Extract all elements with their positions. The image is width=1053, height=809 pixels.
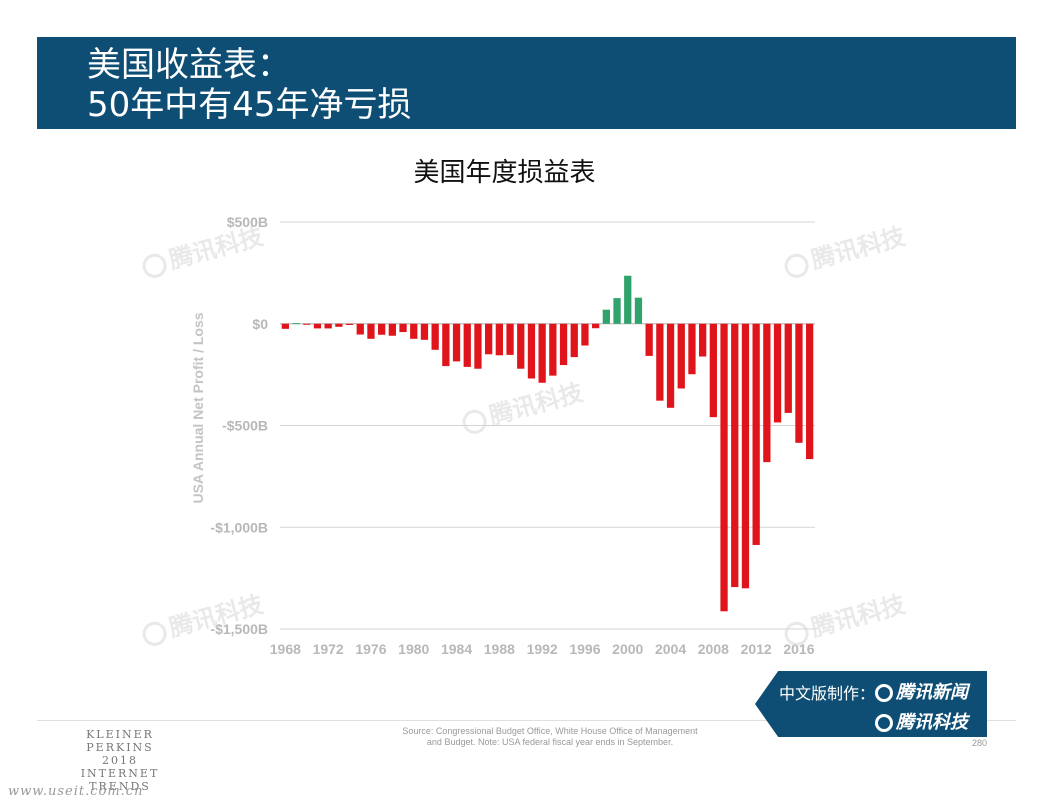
bar <box>538 323 546 383</box>
bar <box>656 323 664 401</box>
bar <box>292 323 300 325</box>
x-tick-label: 2012 <box>741 641 772 657</box>
watermark-logo-icon <box>781 619 812 649</box>
bar <box>356 323 364 335</box>
header-title-line2: 50年中有45年净亏损 <box>87 85 412 125</box>
bar <box>795 323 803 443</box>
bar <box>474 323 482 369</box>
bar <box>527 323 536 379</box>
watermark-logo-icon <box>139 251 170 281</box>
bar <box>410 323 418 339</box>
bar <box>763 323 771 463</box>
bar <box>720 323 728 612</box>
header-bar: 美国收益表： 50年中有45年净亏损 <box>37 37 1016 129</box>
bar <box>281 323 289 329</box>
bar <box>570 323 578 358</box>
source-line-2: and Budget. Note: USA federal fiscal yea… <box>426 737 674 747</box>
bar <box>709 323 717 418</box>
bar <box>452 323 461 362</box>
bar <box>592 323 600 329</box>
bar <box>345 323 354 325</box>
tencent-tech-icon <box>875 714 893 732</box>
bar <box>431 323 439 350</box>
credit-box: 中文版制作： 腾讯新闻 腾讯科技 <box>755 671 987 737</box>
bar <box>303 323 311 325</box>
y-tick-label: -$500B <box>222 418 268 434</box>
x-tick-label: 1976 <box>355 641 386 657</box>
watermark-logo-icon <box>459 407 490 437</box>
y-tick-label: $500B <box>227 214 268 230</box>
bar <box>688 323 696 375</box>
bar <box>463 323 471 367</box>
site-url: www.useit.com.cn <box>8 784 144 799</box>
x-tick-label: 2004 <box>655 641 686 657</box>
bar <box>677 323 685 389</box>
bar <box>741 323 750 589</box>
x-tick-label: 1992 <box>527 641 558 657</box>
source-note: Source: Congressional Budget Office, Whi… <box>380 726 720 748</box>
x-tick-label: 1980 <box>398 641 429 657</box>
bar <box>806 323 814 460</box>
bar <box>506 323 514 355</box>
x-tick-label: 1984 <box>441 641 472 657</box>
y-tick-label: -$1,500B <box>210 621 268 637</box>
y-tick-label: $0 <box>252 316 268 332</box>
x-tick-label: 1968 <box>270 641 301 657</box>
bar <box>624 275 632 324</box>
bar <box>784 323 792 413</box>
logo-line-1: KLEINER PERKINS <box>86 728 154 754</box>
bar <box>388 323 396 336</box>
header-title-line1: 美国收益表： <box>87 45 291 85</box>
chart-title: 美国年度损益表 <box>413 158 596 188</box>
credit-news: 腾讯新闻 <box>875 678 968 704</box>
logo-line-2: 2018 <box>102 754 138 767</box>
credit-label: 中文版制作： <box>779 684 876 703</box>
x-tick-label: 1972 <box>313 641 344 657</box>
footer-divider <box>37 720 1016 721</box>
bar <box>313 323 322 329</box>
bar <box>442 323 450 367</box>
x-tick-label: 2008 <box>698 641 729 657</box>
bars <box>281 275 814 612</box>
bar <box>602 309 610 324</box>
bar <box>420 323 429 340</box>
x-tick-label: 2016 <box>783 641 814 657</box>
y-tick-label: -$1,000B <box>210 519 268 535</box>
bar <box>549 323 557 376</box>
bar <box>699 323 707 357</box>
x-tick-label: 2000 <box>612 641 643 657</box>
bar <box>666 323 675 408</box>
bar <box>731 323 739 588</box>
bar <box>324 323 332 329</box>
credit-tech: 腾讯科技 <box>875 708 968 734</box>
bar <box>645 323 653 356</box>
kleiner-perkins-logo: KLEINER PERKINS 2018 INTERNET TRENDS <box>50 728 190 793</box>
x-tick-label: 1996 <box>569 641 600 657</box>
bar <box>634 297 643 324</box>
watermark-logo-icon <box>139 619 170 649</box>
tencent-news-icon <box>875 684 893 702</box>
y-axis-label: USA Annual Net Profit / Loss <box>190 312 206 503</box>
bar <box>613 298 621 324</box>
bar <box>367 323 375 339</box>
bar <box>335 323 343 327</box>
bar <box>773 323 782 423</box>
source-line-1: Source: Congressional Budget Office, Whi… <box>402 726 698 736</box>
x-tick-label: 1988 <box>484 641 515 657</box>
watermark-logo-icon <box>781 251 812 281</box>
bar <box>399 323 407 333</box>
bar <box>581 323 589 346</box>
page-number: 280 <box>972 738 988 748</box>
bar <box>495 323 503 356</box>
credit-tech-text: 腾讯科技 <box>896 712 968 733</box>
bar <box>752 323 760 545</box>
bar <box>378 323 386 335</box>
bar <box>517 323 525 369</box>
bar <box>559 323 568 366</box>
bar <box>485 323 493 355</box>
credit-news-text: 腾讯新闻 <box>896 682 968 703</box>
logo-line-3: INTERNET TRENDS <box>80 767 160 793</box>
